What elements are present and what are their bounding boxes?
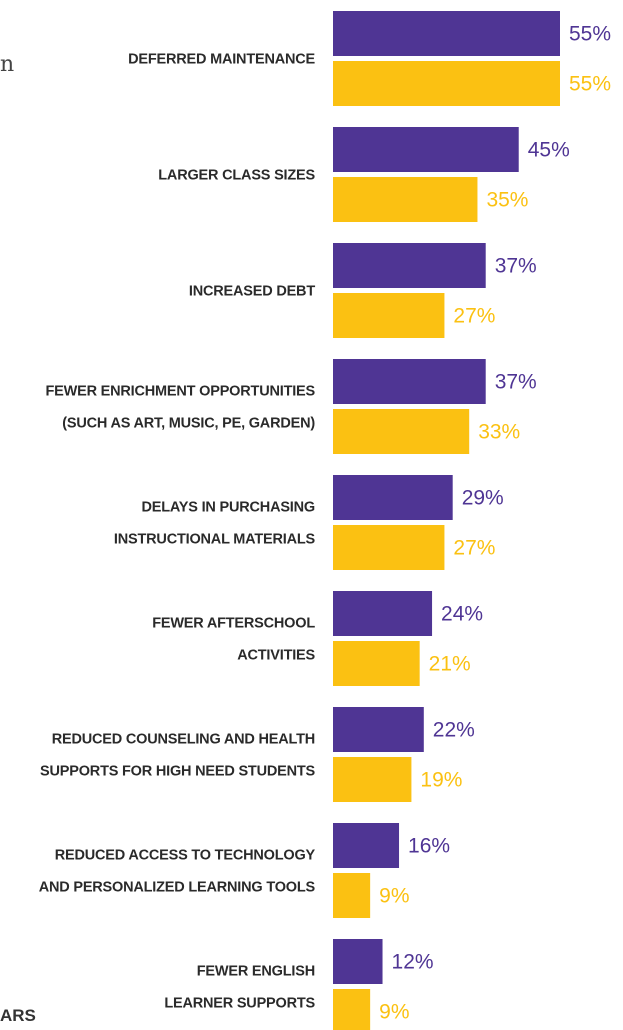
value-label-purple-2: 37%	[495, 255, 537, 278]
bar-purple-6	[333, 707, 424, 752]
clipped-text-bottom-left: ARS	[0, 1006, 36, 1025]
bar-gold-3	[333, 409, 470, 454]
category-label-4-line-0: DELAYS IN PURCHASING	[141, 500, 315, 516]
bar-purple-3	[333, 359, 486, 404]
bar-purple-4	[333, 475, 453, 520]
value-label-purple-8: 12%	[392, 951, 434, 974]
bar-purple-8	[333, 939, 383, 984]
value-label-purple-3: 37%	[495, 371, 537, 394]
value-label-gold-3: 33%	[478, 421, 520, 444]
category-label-1-line-0: LARGER CLASS SIZES	[158, 168, 315, 184]
bar-purple-2	[333, 243, 486, 288]
bar-gold-6	[333, 757, 412, 802]
category-label-7-line-0: REDUCED ACCESS TO TECHNOLOGY	[55, 848, 316, 864]
value-label-purple-0: 55%	[569, 23, 611, 46]
value-label-gold-7: 9%	[379, 885, 409, 908]
bar-purple-0	[333, 11, 560, 56]
category-label-2-line-0: INCREASED DEBT	[189, 284, 315, 300]
bar-gold-5	[333, 641, 420, 686]
category-label-5-line-1: ACTIVITIES	[237, 648, 315, 664]
bar-gold-2	[333, 293, 445, 338]
bar-gold-8	[333, 989, 371, 1030]
bar-purple-1	[333, 127, 519, 172]
bar-gold-4	[333, 525, 445, 570]
value-label-purple-7: 16%	[408, 835, 450, 858]
value-label-purple-4: 29%	[462, 487, 504, 510]
category-label-5-line-0: FEWER AFTERSCHOOL	[152, 616, 315, 632]
category-label-0-line-0: DEFERRED MAINTENANCE	[128, 52, 315, 68]
category-label-3-line-0: FEWER ENRICHMENT OPPORTUNITIES	[45, 384, 315, 400]
value-label-gold-2: 27%	[453, 305, 495, 328]
value-label-gold-0: 55%	[569, 73, 611, 96]
category-label-8-line-0: FEWER ENGLISH	[197, 964, 315, 980]
value-label-purple-1: 45%	[528, 139, 570, 162]
category-label-6-line-1: SUPPORTS FOR HIGH NEED STUDENTS	[40, 764, 315, 780]
category-label-7-line-1: AND PERSONALIZED LEARNING TOOLS	[39, 880, 316, 896]
bar-purple-7	[333, 823, 400, 868]
value-label-gold-6: 19%	[420, 769, 462, 792]
value-label-gold-5: 21%	[429, 653, 471, 676]
bar-gold-7	[333, 873, 371, 918]
value-label-gold-8: 9%	[379, 1001, 409, 1024]
bar-gold-1	[333, 177, 478, 222]
value-label-purple-5: 24%	[441, 603, 483, 626]
value-label-gold-1: 35%	[486, 189, 528, 212]
value-label-purple-6: 22%	[433, 719, 475, 742]
category-label-6-line-0: REDUCED COUNSELING AND HEALTH	[52, 732, 315, 748]
category-label-3-line-1: (SUCH AS ART, MUSIC, PE, GARDEN)	[62, 416, 315, 432]
clipped-text-top-left: n	[0, 52, 15, 77]
category-label-4-line-1: INSTRUCTIONAL MATERIALS	[114, 532, 316, 548]
value-label-gold-4: 27%	[453, 537, 495, 560]
bar-gold-0	[333, 61, 560, 106]
category-label-8-line-1: LEARNER SUPPORTS	[164, 996, 315, 1012]
bar-purple-5	[333, 591, 433, 636]
